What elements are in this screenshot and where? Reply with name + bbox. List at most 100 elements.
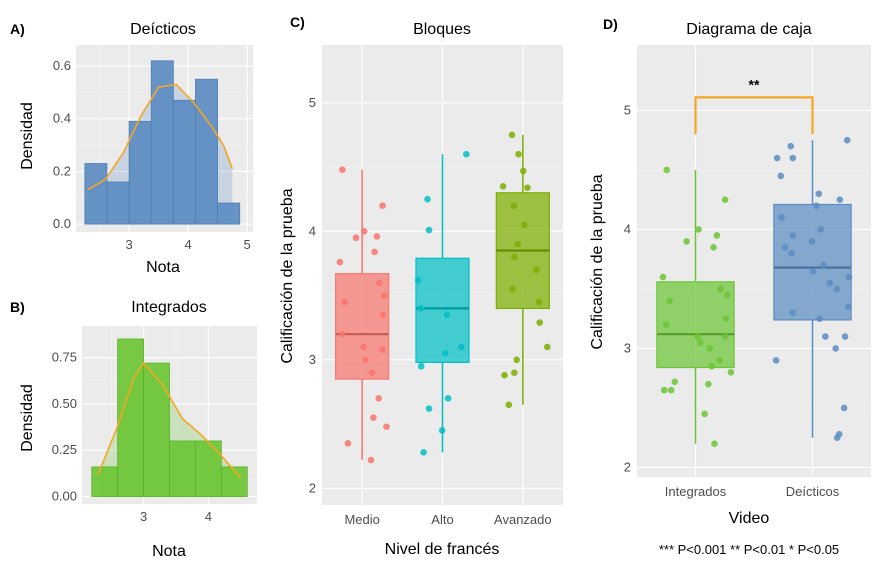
panel-c-data-point	[379, 202, 386, 209]
panel-d-data-point	[817, 226, 825, 233]
panel-d-data-point	[820, 261, 827, 269]
panel-d-data-point	[722, 333, 729, 340]
panel-d-data-point	[836, 196, 844, 204]
panel-c-tag: C)	[290, 14, 305, 30]
panel-d-data-point	[660, 386, 668, 394]
panel-c-title: Bloques	[413, 21, 471, 38]
panel-c-data-point	[370, 414, 377, 421]
panel-a-histogram-bar	[217, 202, 241, 225]
panel-a-y-tick-label: 0.0	[53, 216, 71, 231]
panel-d-data-point	[815, 190, 823, 198]
panel-d-data-point	[701, 410, 709, 418]
panel-c-data-point	[425, 405, 433, 412]
panel-c-data-point	[360, 343, 367, 351]
panel-c-x-tick-label: Avanzado	[494, 512, 552, 527]
panel-b-histogram-bar	[169, 440, 196, 497]
panel-d-y-tick-label: 3	[624, 340, 631, 355]
panel-d-data-point	[713, 232, 721, 239]
panel-d-data-point	[671, 378, 679, 386]
panel-a-title: Deícticos	[130, 21, 196, 38]
panel-d-data-point	[813, 202, 820, 209]
panel-d-data-point	[773, 154, 781, 162]
panel-d-data-point	[716, 357, 723, 364]
panel-c-data-point	[511, 369, 518, 376]
panel-d-x-tick-label: Deícticos	[786, 484, 840, 499]
panel-c-data-point	[535, 298, 543, 306]
panel-d-data-point	[833, 434, 841, 442]
panel-d-ylabel: Calificación de la prueba	[589, 174, 606, 349]
panel-c-data-point	[514, 240, 522, 248]
panel-d-data-point	[781, 244, 789, 251]
panel-d-data-point	[722, 315, 730, 323]
panel-d-data-point	[843, 136, 851, 144]
panel-d-data-point	[789, 154, 797, 162]
panel-c-data-point	[509, 285, 516, 293]
panel-c-data-point	[511, 253, 518, 261]
panel-c-data-point	[383, 423, 390, 430]
panel-a-y-tick-label: 0.4	[53, 111, 71, 126]
panel-c-data-point	[515, 150, 522, 158]
panel-d-data-point	[789, 309, 796, 317]
panel-c-data-point	[444, 395, 452, 402]
panel-d-data-point	[666, 297, 673, 305]
panel-d-data-point	[832, 345, 840, 352]
panel-c-data-point	[443, 311, 451, 319]
panel-c-data-point	[513, 356, 520, 364]
panel-d-y-tick-label: 5	[624, 102, 631, 117]
panel-c-data-point	[524, 184, 531, 191]
panel-d-data-point	[724, 291, 731, 299]
panel-c-data-point	[520, 167, 527, 175]
panel-b-plot-area: 0.00 0.25 0.50 0.75 3 4	[52, 326, 257, 524]
panel-c-data-point	[543, 343, 551, 351]
panel-b-ylabel: Densidad	[19, 384, 36, 452]
panel-c-data-point	[367, 456, 375, 464]
panel-d-data-point	[840, 404, 848, 412]
panel-d-tag: D)	[603, 16, 618, 32]
panel-c-data-point	[379, 311, 387, 319]
panel-d-data-point	[789, 232, 797, 239]
panel-d-x-tick-label: Integrados	[665, 484, 727, 499]
panel-c-data-point	[438, 427, 446, 434]
panel-d-significance-bracket	[694, 96, 814, 135]
panel-d-data-point	[841, 333, 849, 340]
panel-a-x-tick-label: 4	[184, 237, 191, 252]
panel-c-plot-area: 2 3 4 5 Medio Alto Avanzado	[309, 45, 563, 527]
panel-c-data-point	[510, 202, 518, 209]
panel-c-data-point	[375, 279, 383, 287]
panel-d-data-point	[816, 315, 823, 323]
panel-d-box	[656, 281, 735, 369]
panel-c-data-point	[501, 371, 508, 379]
panel-d-data-point	[778, 214, 785, 221]
panel-a-density-curve	[87, 83, 234, 191]
panel-c-data-point	[336, 258, 344, 266]
panel-b-x-tick-label: 4	[205, 509, 212, 524]
panel-d-data-point	[710, 244, 717, 251]
panel-c-data-point	[521, 221, 528, 229]
panel-b-xlabel: Nota	[152, 543, 186, 560]
panel-c-data-point	[417, 305, 425, 312]
panel-d-data-point	[809, 267, 817, 275]
panel-c-y-tick-label: 4	[309, 223, 316, 238]
panel-a-histogram: A) Deícticos Nota Densidad 0.0 0.2 0.4 0.6 3…	[10, 21, 253, 276]
panel-d-xlabel: Video	[729, 510, 770, 527]
panel-c-ylabel: Calificación de la prueba	[279, 188, 296, 363]
panel-c-boxplot: C) Bloques Nivel de francés Calificación…	[279, 14, 563, 558]
panel-a-histogram-bar	[172, 99, 196, 225]
panel-a-tag: A)	[10, 21, 25, 37]
panel-c-data-point	[339, 166, 346, 173]
panel-a-y-tick-label: 0.6	[53, 58, 71, 73]
panel-c-data-point	[441, 350, 449, 357]
panel-b-y-tick-label: 0.25	[52, 442, 77, 457]
panel-c-data-point	[505, 401, 513, 409]
panel-a-histogram-bar	[84, 163, 108, 225]
panel-c-data-point	[341, 298, 348, 306]
panel-c-data-point	[414, 276, 422, 284]
panel-b-density-curve	[97, 361, 242, 479]
panel-d-y-tick-label: 2	[624, 459, 631, 474]
panel-b-x-tick-label: 3	[140, 509, 147, 524]
panel-b-histogram-bar	[117, 338, 144, 497]
panel-d-data-point	[721, 196, 729, 204]
panel-c-data-point	[533, 266, 540, 274]
significance-footnote: *** P<0.001 ** P<0.01 * P<0.05	[659, 542, 839, 557]
